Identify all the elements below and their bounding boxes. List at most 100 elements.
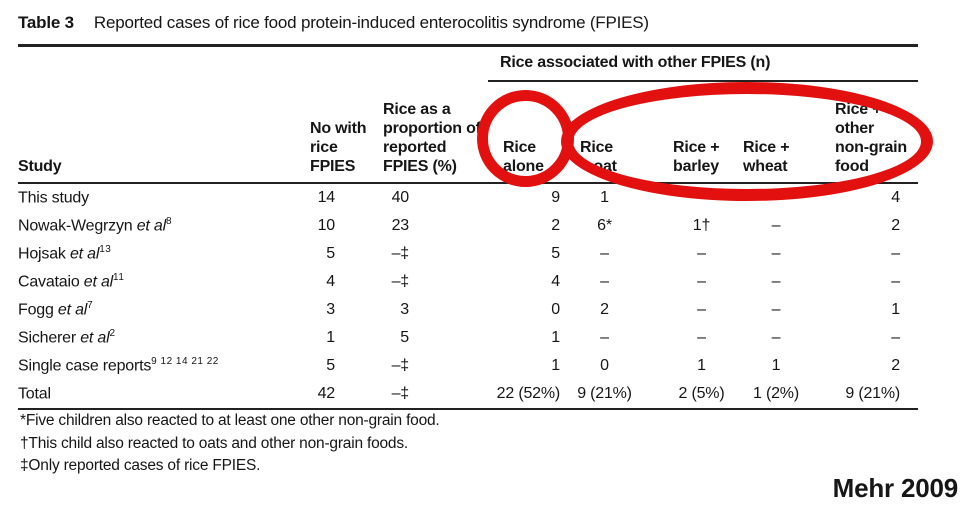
study-ref: 8 [165,216,173,228]
top-rule [18,44,918,47]
rice-alone-cell: 5 [551,245,560,262]
rice-wheat-cell: – [771,301,781,318]
study-etal: et al [80,329,110,347]
rice-other-cell: – [891,329,900,346]
rice-alone-cell: 0 [551,301,560,318]
no-rice-cell: 1 [326,329,335,346]
proportion-cell: 40 [391,189,410,206]
rice-barley-cell: – [697,329,706,346]
study-ref: 11 [113,272,125,284]
rice-alone-cell: 4 [551,273,560,290]
study-cell: Sicherer et al2 [18,324,300,352]
rice-other-cell: – [891,273,900,290]
study-name: Sicherer [18,329,81,347]
col-header-rice-oat: Rice + oat [562,84,647,184]
col-header-no-rice-fpies: No with rice FPIES [300,84,375,184]
study-etal: et al [83,273,114,291]
rice-wheat-cell: – [771,245,781,262]
footnote-dagger: †This child also reacted to oats and oth… [20,434,408,452]
rice-oat-cell: 6* [597,217,612,234]
table-row: Sicherer et al2 1 5 1 – – – – [18,324,918,352]
rice-barley-cell: 2 (5%) [647,380,740,410]
table-row: Single case reports9 12 14 21 22 5 –‡ 1 … [18,352,918,380]
study-ref: 13 [99,244,112,256]
study-cell: Hojsak et al13 [18,240,300,268]
study-cell: Single case reports9 12 14 21 22 [18,352,300,380]
rice-wheat-cell [740,183,812,212]
group-header-rule [488,80,918,82]
rice-barley-cell: – [697,301,706,318]
rice-oat-cell: 2 [600,301,609,318]
table-number: Table 3 [18,13,74,32]
table-row: Hojsak et al13 5 –‡ 5 – – – – [18,240,918,268]
rice-oat-cell: 0 [600,357,609,374]
rice-alone-cell: 9 [551,189,560,206]
study-cell: Cavataio et al11 [18,268,300,296]
col-header-rice-barley: Rice + barley [647,84,740,184]
proportion-cell: –‡ [391,245,410,262]
study-name: Single case reports [18,357,152,375]
rice-other-cell: 1 [891,301,900,318]
proportion-cell: 5 [400,329,409,346]
proportion-cell: 3 [400,301,409,318]
study-ref: 7 [87,300,94,312]
study-name: This study [18,189,89,207]
rice-other-cell: 9 (21%) [812,380,918,410]
rice-alone-cell: 1 [551,357,560,374]
study-etal: et al [136,217,166,235]
footnote-asterisk: *Five children also reacted to at least … [20,412,440,429]
study-cell: Nowak-Wegrzyn et al8 [18,212,300,240]
rice-wheat-cell: – [771,273,781,290]
rice-alone-cell: 22 (52%) [465,380,562,410]
study-etal: et al [57,301,88,319]
col-header-rice-wheat: Rice + wheat [740,84,812,184]
rice-oat-cell: 1 [600,189,609,206]
study-name: Cavataio [18,273,84,291]
table-title: Table 3 Reported cases of rice food prote… [18,13,649,33]
no-rice-cell: 4 [326,273,335,290]
rice-oat-cell: – [600,273,609,290]
source-citation: Mehr 2009 [832,473,959,503]
proportion-cell: 23 [391,217,410,234]
rice-barley-cell: – [697,273,706,290]
proportion-cell: –‡ [391,273,410,290]
rice-other-cell: 2 [891,357,900,374]
study-etal: et al [69,245,100,263]
rice-other-cell: 4 [891,189,900,206]
table-row: Nowak-Wegrzyn et al8 10 23 2 6* 1† – 2 [18,212,918,240]
table-row: Fogg et al7 3 3 0 2 – – 1 [18,296,918,324]
rice-wheat-cell: 1 (2%) [740,380,812,410]
study-name: Total [18,385,51,403]
rice-barley-cell: 1 [697,357,706,374]
study-name: Fogg [18,301,58,319]
rice-alone-cell: 1 [551,329,560,346]
study-cell: Fogg et al7 [18,296,300,324]
no-rice-cell: 42 [300,380,375,410]
no-rice-cell: 5 [326,357,335,374]
rice-barley-cell: – [697,245,706,262]
rice-oat-cell: – [600,245,609,262]
col-header-rice-other: Rice + other non-grain food [812,84,918,184]
group-header: Rice associated with other FPIES (n) [500,54,771,71]
proportion-cell: –‡ [391,357,410,374]
rice-wheat-cell: – [771,217,781,234]
table-row: Cavataio et al11 4 –‡ 4 – – – – [18,268,918,296]
rice-other-cell: 2 [891,217,900,234]
study-cell: This study [18,183,300,212]
rice-barley-cell [647,183,740,212]
rice-wheat-cell: – [771,329,781,346]
study-ref: 2 [109,328,116,340]
no-rice-cell: 14 [317,189,336,206]
fpies-table: Study No with rice FPIES Rice as a propo… [18,84,918,410]
rice-oat-cell: – [600,329,609,346]
rice-other-cell: – [891,245,900,262]
rice-oat-cell: 9 (21%) [562,380,647,410]
footnotes: *Five children also reacted to at least … [20,410,440,478]
study-cell: Total [18,380,300,410]
no-rice-cell: 3 [326,301,335,318]
footnote-double-dagger: ‡Only reported cases of rice FPIES. [20,457,261,474]
rice-wheat-cell: 1 [771,357,781,374]
proportion-cell: –‡ [375,380,465,410]
table-caption: Reported cases of rice food protein-indu… [93,13,649,32]
